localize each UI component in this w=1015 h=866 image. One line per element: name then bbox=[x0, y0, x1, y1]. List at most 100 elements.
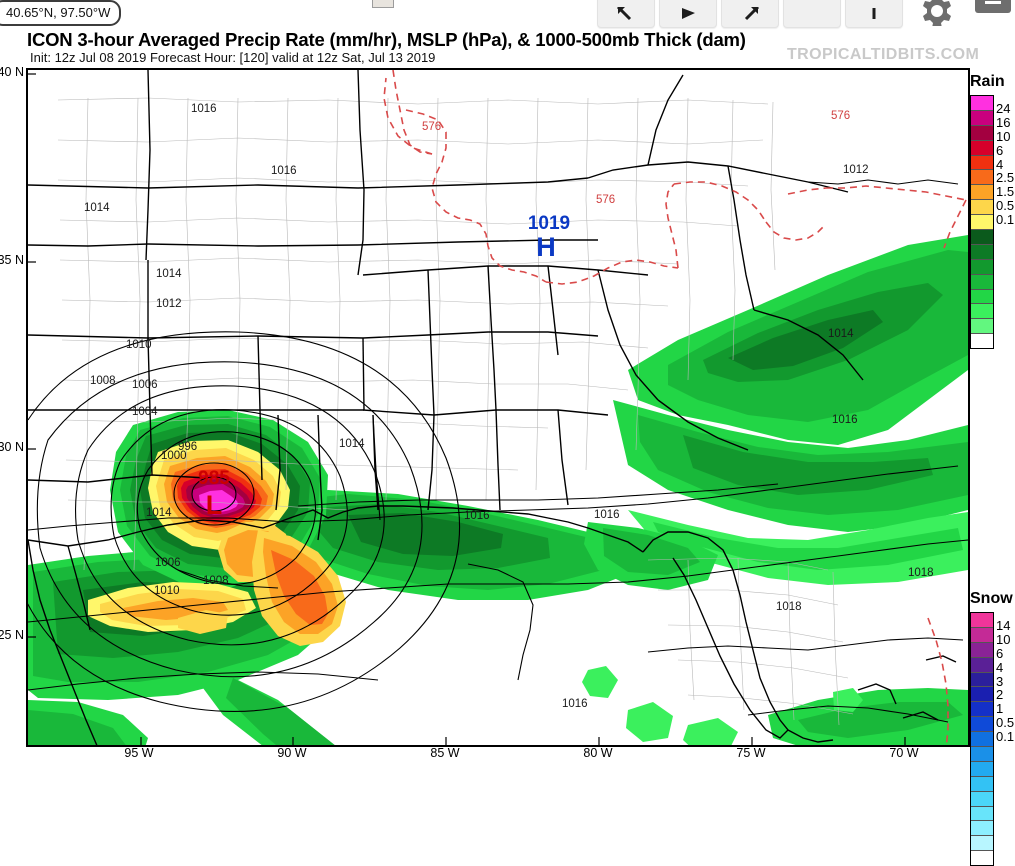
lat-label-30n: 30 N bbox=[0, 440, 24, 454]
colorbar-label: 6 bbox=[996, 645, 1004, 661]
blank-button[interactable] bbox=[783, 0, 841, 28]
svg-text:1004: 1004 bbox=[132, 406, 158, 418]
arrow-up-left-icon bbox=[616, 7, 632, 21]
colorbar-segment bbox=[971, 96, 993, 111]
svg-text:1014: 1014 bbox=[146, 507, 172, 519]
colorbar-label: 14 bbox=[996, 617, 1011, 633]
thickness-contours bbox=[383, 70, 967, 745]
lon-label-70w: 70 W bbox=[889, 746, 919, 760]
svg-text:1006: 1006 bbox=[132, 379, 158, 391]
map-canvas: 985 L 1019 H 1016 1016 1016 1016 1014 10… bbox=[28, 70, 968, 745]
lon-label-80w: 80 W bbox=[583, 746, 613, 760]
colorbar-label: 6 bbox=[996, 142, 1004, 158]
colorbar-segment bbox=[971, 851, 993, 866]
top-toolbar bbox=[0, 0, 1015, 28]
colorbar-segment bbox=[971, 657, 993, 673]
colorbar-segment bbox=[971, 642, 993, 658]
thickness-value-labels: 576 576 576 bbox=[422, 110, 850, 206]
svg-text:1014: 1014 bbox=[828, 328, 854, 340]
svg-text:1016: 1016 bbox=[562, 698, 588, 710]
lat-label-35n: 35 N bbox=[0, 253, 24, 267]
lat-label-25n: 25 N bbox=[0, 628, 24, 642]
low-pressure-value: 985 bbox=[198, 468, 230, 489]
colorbar-label: 16 bbox=[996, 114, 1011, 130]
step-back-button[interactable] bbox=[597, 0, 655, 28]
high-pressure-value: 1019 bbox=[528, 213, 570, 234]
colorbar-label: 24 bbox=[996, 100, 1011, 116]
colorbar-label: 0.5 bbox=[996, 715, 1015, 731]
svg-text:1016: 1016 bbox=[271, 165, 297, 177]
svg-text:1016: 1016 bbox=[832, 414, 858, 426]
colorbar-segment bbox=[971, 672, 993, 688]
svg-text:1010: 1010 bbox=[154, 585, 180, 597]
colorbar-label: 10 bbox=[996, 631, 1011, 647]
colorbar-label: 1.5 bbox=[996, 184, 1015, 200]
svg-text:576: 576 bbox=[422, 121, 441, 133]
watermark: TROPICALTIDBITS.COM bbox=[787, 46, 980, 63]
lon-label-90w: 90 W bbox=[277, 746, 307, 760]
contour-value-labels: 1016 1016 1016 1016 1014 1014 1016 1014 … bbox=[84, 103, 934, 710]
rain-legend-title: Rain bbox=[970, 73, 1005, 90]
colorbar-label: 0.1 bbox=[996, 729, 1015, 745]
coordinate-readout: 40.65°N, 97.50°W bbox=[0, 0, 122, 26]
play-triangle-icon bbox=[682, 8, 695, 19]
county-borders bbox=[57, 97, 854, 726]
small-window-control[interactable] bbox=[372, 0, 394, 8]
svg-text:1012: 1012 bbox=[843, 164, 869, 176]
colorbar-segment bbox=[971, 732, 993, 748]
svg-text:1012: 1012 bbox=[156, 298, 182, 310]
svg-text:576: 576 bbox=[831, 110, 850, 122]
lon-label-75w: 75 W bbox=[736, 746, 766, 760]
colorbar-segment bbox=[971, 821, 993, 837]
high-pressure-marker: H bbox=[536, 232, 556, 262]
snow-colorbar bbox=[970, 612, 994, 866]
svg-text:1016: 1016 bbox=[464, 510, 490, 522]
play-button[interactable] bbox=[659, 0, 717, 28]
colorbar-segment bbox=[971, 747, 993, 762]
page-subtitle: Init: 12z Jul 08 2019 Forecast Hour: [12… bbox=[30, 50, 436, 65]
svg-text:1018: 1018 bbox=[776, 601, 802, 613]
arrow-up-icon bbox=[872, 8, 876, 19]
up-button[interactable] bbox=[845, 0, 903, 28]
colorbar-segment bbox=[971, 230, 993, 245]
colorbar-label: 4 bbox=[996, 659, 1004, 675]
minimize-button[interactable] bbox=[975, 0, 1011, 13]
svg-text:576: 576 bbox=[596, 194, 615, 206]
weather-map[interactable]: 985 L 1019 H 1016 1016 1016 1016 1014 10… bbox=[26, 68, 970, 747]
svg-text:1000: 1000 bbox=[161, 450, 187, 462]
svg-text:1018: 1018 bbox=[908, 567, 934, 579]
colorbar-label: 4 bbox=[996, 156, 1004, 172]
colorbar-segment bbox=[971, 274, 993, 290]
step-forward-button[interactable] bbox=[721, 0, 779, 28]
colorbar-segment bbox=[971, 110, 993, 126]
svg-text:1010: 1010 bbox=[126, 339, 152, 351]
svg-text:1008: 1008 bbox=[203, 575, 229, 587]
colorbar-segment bbox=[971, 836, 993, 852]
colorbar-label: 0.5 bbox=[996, 198, 1015, 214]
lat-label-40n: 40 N bbox=[0, 65, 24, 79]
colorbar-label: 2 bbox=[996, 687, 1004, 703]
colorbar-segment bbox=[971, 791, 993, 807]
colorbar-segment bbox=[971, 304, 993, 320]
svg-text:1006: 1006 bbox=[155, 557, 181, 569]
svg-text:996: 996 bbox=[178, 441, 197, 453]
colorbar-segment bbox=[971, 244, 993, 260]
colorbar-label: 2.5 bbox=[996, 170, 1015, 186]
lon-label-95w: 95 W bbox=[124, 746, 154, 760]
colorbar-segment bbox=[971, 259, 993, 275]
snow-legend-title: Snow bbox=[970, 590, 1013, 607]
svg-text:1016: 1016 bbox=[594, 509, 620, 521]
colorbar-segment bbox=[971, 185, 993, 201]
colorbar-segment bbox=[971, 289, 993, 305]
svg-text:1008: 1008 bbox=[90, 375, 116, 387]
colorbar-segment bbox=[971, 215, 993, 231]
svg-text:1014: 1014 bbox=[156, 268, 182, 280]
pressure-labels: 985 L 1019 H bbox=[198, 213, 570, 520]
colorbar-segment bbox=[971, 155, 993, 171]
colorbar-segment bbox=[971, 613, 993, 628]
colorbar-label: 1 bbox=[996, 701, 1004, 717]
colorbar-segment bbox=[971, 200, 993, 216]
gear-icon[interactable] bbox=[917, 0, 957, 26]
colorbar-segment bbox=[971, 319, 993, 335]
colorbar-segment bbox=[971, 687, 993, 703]
